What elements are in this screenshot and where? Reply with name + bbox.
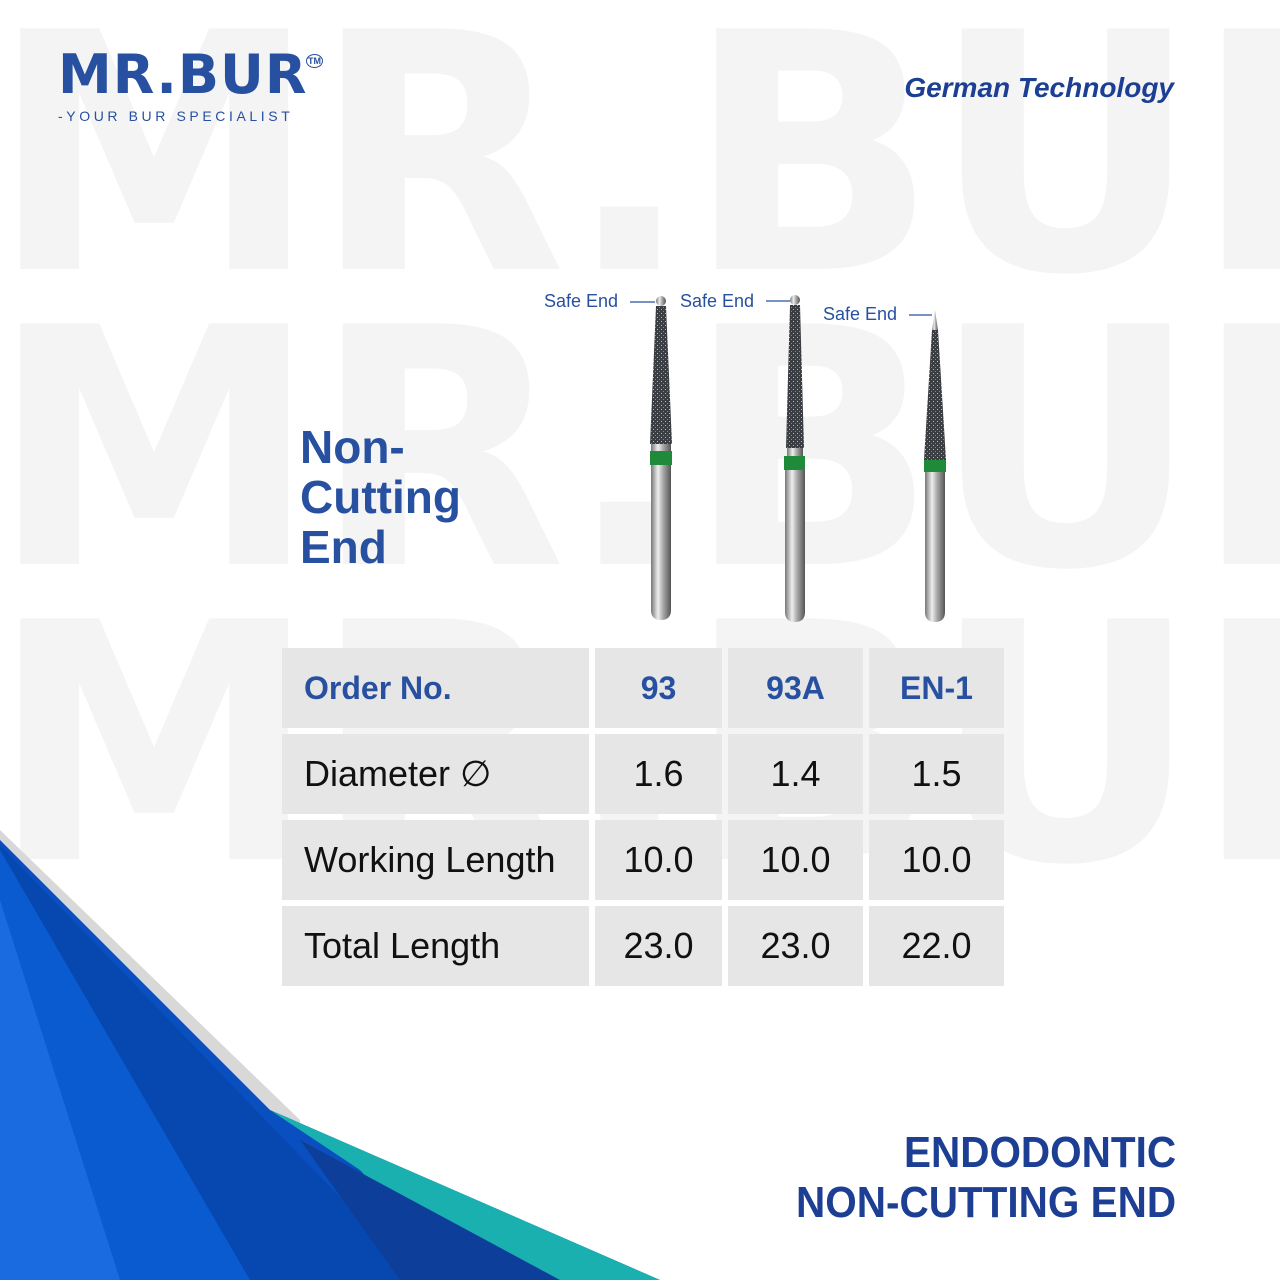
cell: 22.0 — [869, 906, 1004, 986]
cell: 10.0 — [869, 820, 1004, 900]
bur-en-1 — [924, 310, 946, 622]
spec-table: Order No. 93 93A EN-1 Diameter ∅ 1.6 1.4… — [276, 642, 1010, 992]
safe-end-label: Safe End — [544, 291, 619, 311]
watermark: MR.BUR — [0, 0, 1280, 347]
row-label: Working Length — [282, 820, 589, 900]
bur-93a — [784, 295, 805, 622]
table-row: Total Length 23.0 23.0 22.0 — [282, 906, 1004, 986]
table-row: Working Length 10.0 10.0 10.0 — [282, 820, 1004, 900]
cell: 23.0 — [728, 906, 863, 986]
product-category: ENDODONTIC NON-CUTTING END — [795, 1128, 1176, 1227]
cell: 1.4 — [728, 734, 863, 814]
row-label: Total Length — [282, 906, 589, 986]
safe-end-label: Safe End — [823, 304, 898, 324]
table-header-row: Order No. 93 93A EN-1 — [282, 648, 1004, 728]
order-no: 93 — [595, 648, 722, 728]
bur-93 — [650, 296, 672, 620]
order-no: 93A — [728, 648, 863, 728]
row-label: Diameter ∅ — [282, 734, 589, 814]
cell: 10.0 — [728, 820, 863, 900]
page-title: Non- Cutting End — [300, 421, 461, 573]
logo: MR.BUR TM -YOUR BUR SPECIALIST — [58, 43, 323, 124]
cell: 1.5 — [869, 734, 1004, 814]
tagline: German Technology — [904, 72, 1174, 103]
watermark: MR.BUR — [0, 258, 1280, 642]
cell: 23.0 — [595, 906, 722, 986]
safe-end-label: Safe End — [680, 291, 755, 311]
order-no: EN-1 — [869, 648, 1004, 728]
header-label: Order No. — [282, 648, 589, 728]
cell: 10.0 — [595, 820, 722, 900]
table-row: Diameter ∅ 1.6 1.4 1.5 — [282, 734, 1004, 814]
cell: 1.6 — [595, 734, 722, 814]
